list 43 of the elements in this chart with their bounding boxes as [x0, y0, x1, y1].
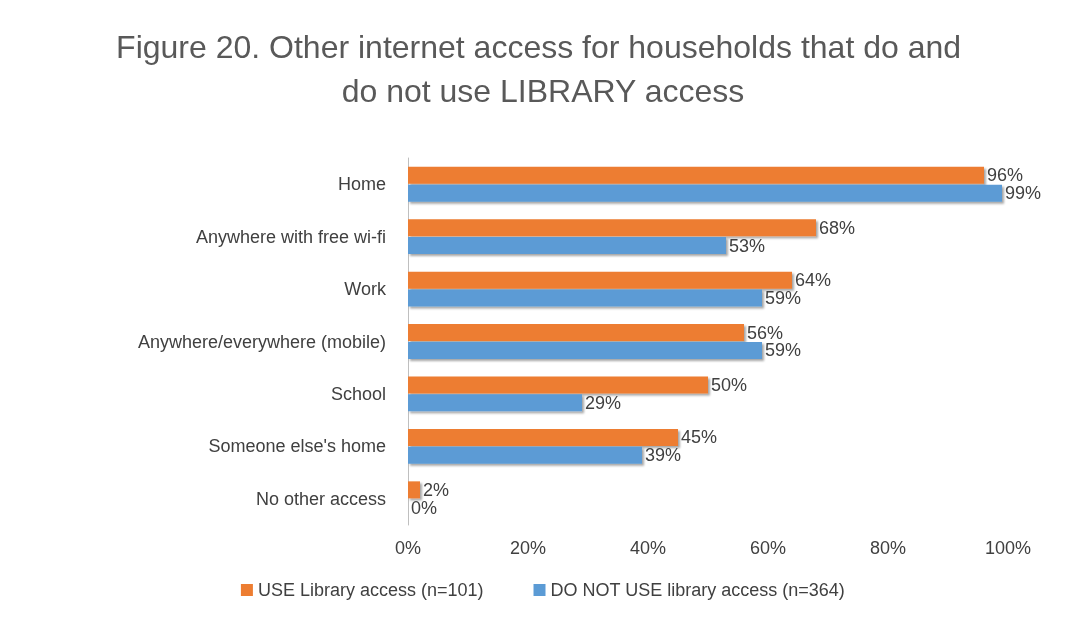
data-label: 29%: [585, 392, 622, 413]
bar: [408, 184, 1002, 202]
y-tick-label: No other access: [255, 488, 386, 509]
legend-label: DO NOT USE library access (n=364): [550, 580, 845, 600]
data-label: 99%: [1005, 183, 1042, 204]
x-tick-label: 20%: [509, 538, 547, 558]
bar: [408, 376, 708, 394]
data-label: 53%: [729, 235, 766, 256]
data-label: 39%: [645, 445, 682, 466]
legend-label: USE Library access (n=101): [257, 580, 484, 600]
y-tick-label: Work: [344, 279, 387, 300]
bar: [408, 428, 678, 446]
bar: [408, 271, 792, 289]
x-tick-label: 80%: [869, 538, 907, 558]
bar: [408, 166, 984, 184]
bar: [408, 481, 420, 499]
data-label: 50%: [711, 375, 748, 395]
data-label: 0%: [411, 497, 438, 518]
data-label: 59%: [765, 288, 802, 308]
data-label: 64%: [795, 270, 832, 291]
bar: [408, 394, 582, 412]
bar: [408, 324, 744, 342]
data-label: 96%: [987, 165, 1024, 186]
bar: [408, 237, 726, 255]
x-tick-label: 0%: [394, 538, 422, 558]
y-tick-label: Someone else's home: [208, 436, 386, 457]
bar: [408, 446, 642, 464]
y-tick-label: School: [330, 383, 386, 404]
data-label: 56%: [747, 322, 784, 343]
x-tick-label: 60%: [749, 538, 787, 558]
x-tick-label: 100%: [984, 538, 1032, 558]
data-label: 2%: [423, 479, 450, 500]
bar: [408, 289, 762, 307]
chart-title: Figure 20. Other internet access for households that do and do not use LIBRARY access: [116, 29, 970, 109]
y-tick-label: Anywhere/everywhere (mobile): [137, 331, 386, 352]
bar: [408, 341, 762, 359]
bar: [408, 219, 816, 237]
data-label: 68%: [819, 217, 856, 238]
x-tick-label: 40%: [629, 538, 667, 558]
data-label: 45%: [681, 427, 718, 448]
data-label: 59%: [765, 340, 802, 361]
y-tick-label: Anywhere with free wi-fi: [195, 226, 386, 247]
y-tick-label: Home: [337, 174, 386, 195]
